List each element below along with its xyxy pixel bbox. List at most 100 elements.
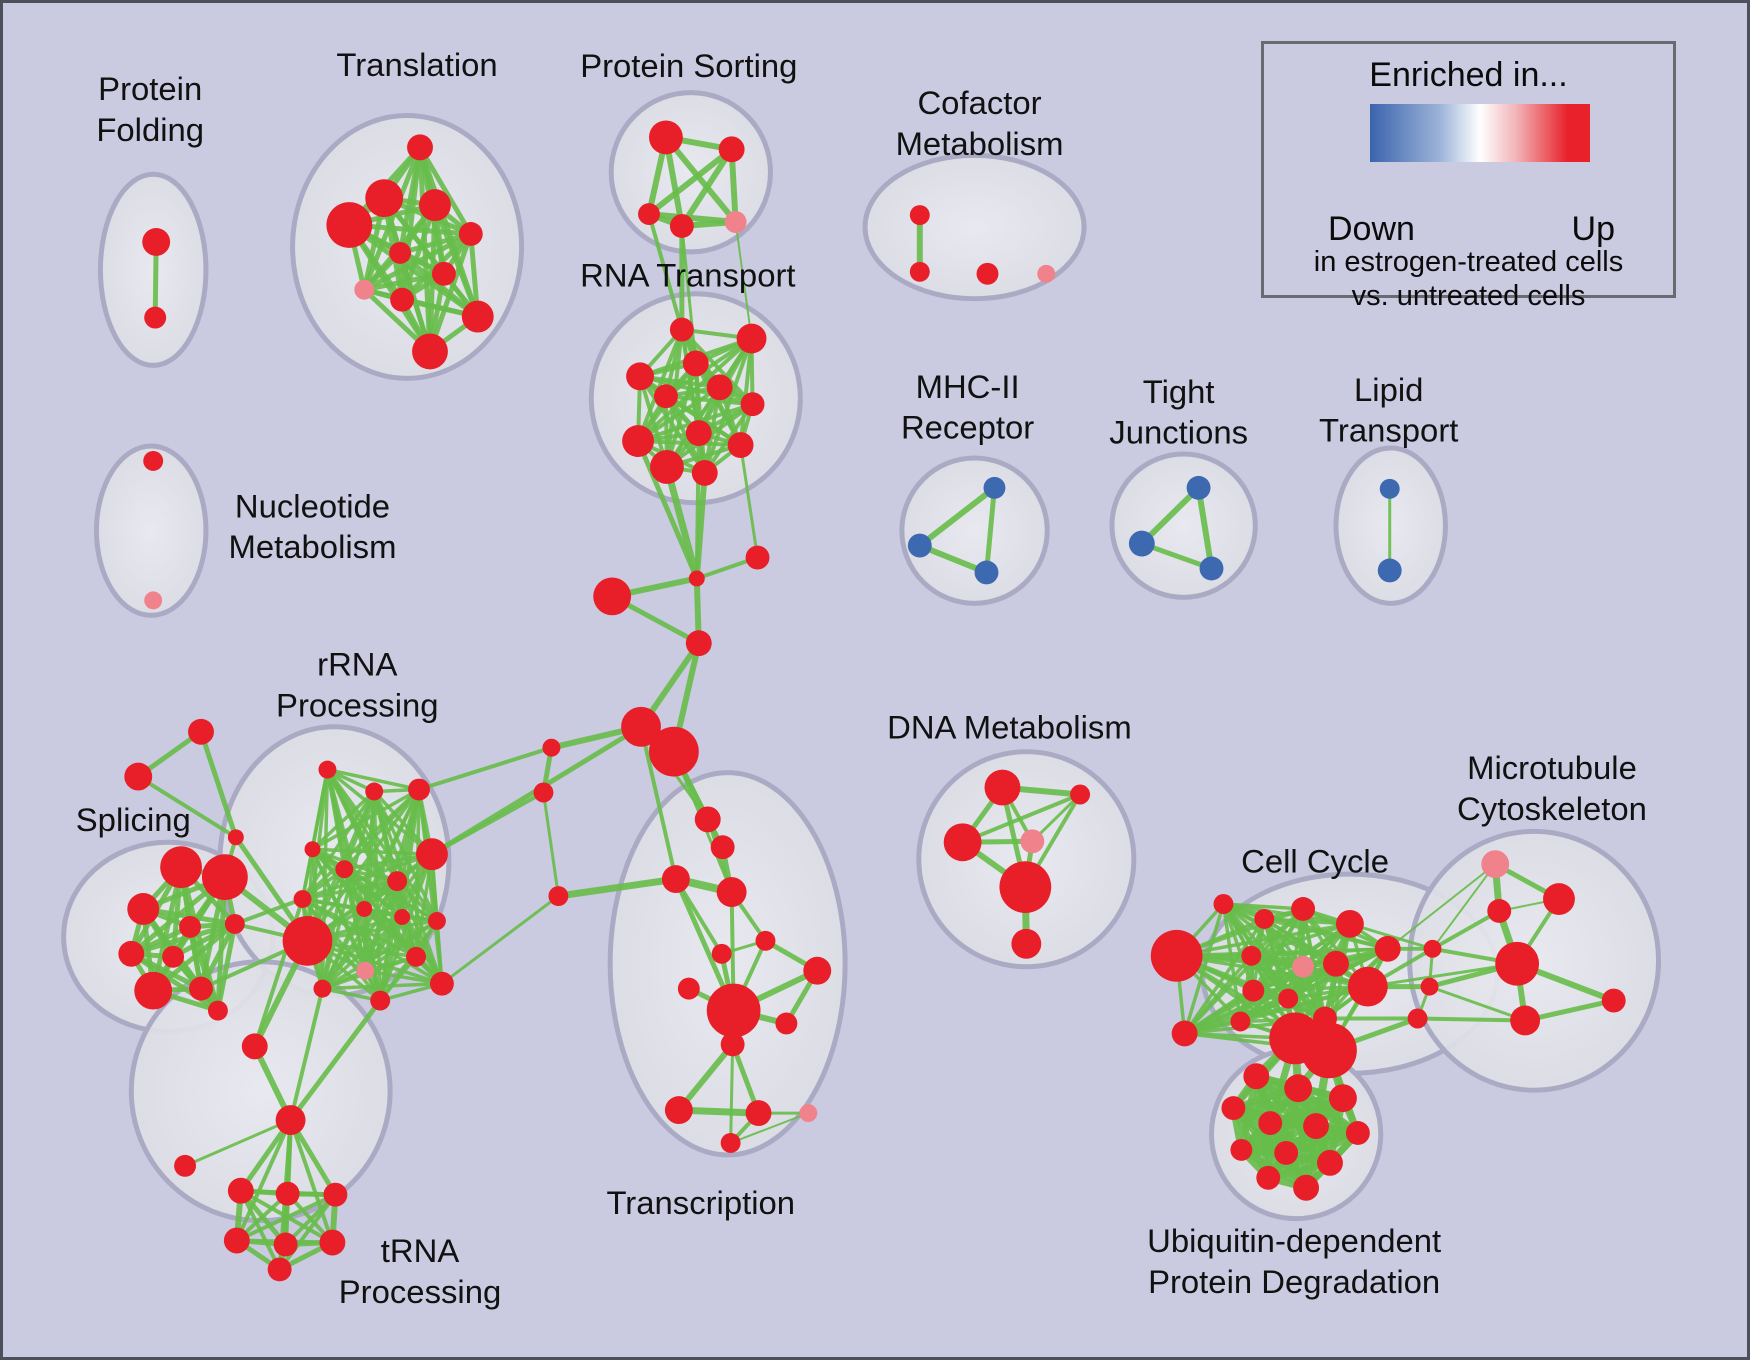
splicing-node-9: [207, 1000, 228, 1021]
transcription-node-13: [799, 1104, 818, 1123]
edge: [414, 852, 434, 959]
cell_cycle-node-7: [1323, 950, 1349, 977]
rna_transport-node-2: [682, 350, 709, 377]
tight_junctions-node-2: [1199, 556, 1224, 581]
transcription-node-11: [664, 1096, 693, 1125]
cofactor-node-3: [1037, 264, 1056, 283]
ubiquitin-node-6: [1345, 1121, 1370, 1145]
transcription-node-7: [677, 977, 700, 1000]
trna-node-7: [319, 1229, 346, 1256]
cell_cycle-node-16: [1213, 894, 1234, 914]
protein_sorting-node-2: [638, 203, 660, 226]
transcription-node-10: [720, 1032, 745, 1057]
protein_sorting-node-1: [718, 136, 745, 163]
edge: [128, 921, 238, 957]
rrna-node-14: [429, 971, 454, 996]
cofactor-label: Metabolism: [896, 125, 1064, 162]
rrna-node-10: [427, 911, 446, 930]
protein_folding-node-1: [144, 306, 167, 329]
transcription-node-4: [755, 930, 776, 951]
edge: [300, 787, 421, 901]
edge: [636, 327, 684, 444]
translation-node-4: [458, 222, 483, 246]
edge: [215, 921, 238, 1014]
transcription-node-0: [694, 806, 721, 833]
bridge-node-0: [1423, 939, 1442, 958]
transcription-node-12: [745, 1100, 772, 1127]
mhc-node-0: [983, 476, 1006, 499]
rrna-node-11: [282, 915, 333, 966]
ubiquitin-node-8: [1274, 1140, 1299, 1165]
rna_transport-node-9: [727, 432, 754, 458]
splicing-node-3: [179, 915, 201, 938]
edge: [635, 438, 700, 581]
rrna-node-9: [394, 908, 411, 925]
edge: [320, 981, 444, 991]
edge: [739, 443, 760, 560]
dna_metab-node-0: [984, 769, 1021, 806]
cofactor-node-0: [909, 205, 930, 226]
translation-node-9: [461, 300, 494, 333]
edge: [1182, 988, 1256, 1036]
cell_cycle-node-15: [1171, 1020, 1198, 1047]
trna-node-2: [227, 1177, 254, 1204]
edge: [1428, 985, 1527, 1022]
edge: [397, 231, 474, 256]
microtubule-node-2: [1487, 899, 1512, 923]
splicing-node-7: [134, 971, 173, 1010]
trna-node-8: [267, 1257, 292, 1282]
trna-node-9: [241, 1033, 268, 1060]
trna-cluster-ellipse: [128, 959, 393, 1224]
nucleotide-label: Metabolism: [229, 528, 397, 565]
cofactor-label: Cofactor: [917, 84, 1041, 121]
rrna-label: Processing: [276, 686, 438, 723]
trna-node-3: [275, 1181, 300, 1206]
splicing_triangle-node-2: [227, 829, 244, 846]
edge: [288, 986, 325, 1123]
layer-nodes: [118, 120, 1626, 1282]
mhc-label: MHC-II: [916, 368, 1020, 405]
protein_folding-cluster-ellipse: [97, 171, 209, 368]
cell_cycle-node-4: [1374, 935, 1401, 962]
edge: [417, 144, 474, 237]
legend-subtitle-line2: vs. untreated cells: [1351, 280, 1586, 312]
edge: [288, 998, 383, 1123]
cell_cycle-node-14: [1301, 1022, 1357, 1079]
ubiquitin-node-11: [1293, 1174, 1320, 1201]
rrna-node-16: [313, 979, 332, 998]
rrna-node-2: [408, 778, 430, 801]
rna_transport-node-11: [691, 459, 718, 486]
edge: [361, 271, 447, 293]
ubiquitin-node-9: [1317, 1149, 1343, 1176]
protein_folding-label: Protein: [98, 70, 202, 107]
rna_transport-node-7: [685, 420, 712, 447]
edge: [663, 394, 755, 407]
dna_metab-node-3: [1020, 829, 1045, 854]
rrna-label: rRNA: [317, 646, 397, 683]
edge: [397, 250, 481, 320]
rrna-node-7: [293, 890, 312, 908]
edge: [734, 221, 753, 340]
edge: [187, 924, 221, 1014]
edge: [729, 1042, 735, 1145]
trna-node-5: [223, 1227, 250, 1254]
microtubule-label: Microtubule: [1467, 749, 1637, 786]
dna_metab-node-1: [1070, 784, 1091, 805]
edge: [1415, 1016, 1528, 1023]
edge: [310, 847, 399, 883]
edge: [1182, 954, 1254, 1036]
legend-title: Enriched in...: [1369, 56, 1568, 94]
translation-node-10: [412, 333, 448, 370]
rrna-node-1: [365, 782, 384, 801]
splicing_triangle-node-1: [124, 762, 153, 791]
rrna-node-3: [304, 841, 321, 858]
connectors-node-8: [548, 886, 569, 906]
cell_cycle-node-5: [1241, 945, 1262, 966]
protein_folding-node-0: [142, 228, 171, 256]
edge: [310, 789, 376, 851]
rrna-node-4: [335, 860, 354, 879]
edge: [738, 336, 754, 448]
edge: [300, 879, 399, 901]
rna_transport-node-3: [626, 362, 654, 391]
edge: [1366, 962, 1519, 989]
